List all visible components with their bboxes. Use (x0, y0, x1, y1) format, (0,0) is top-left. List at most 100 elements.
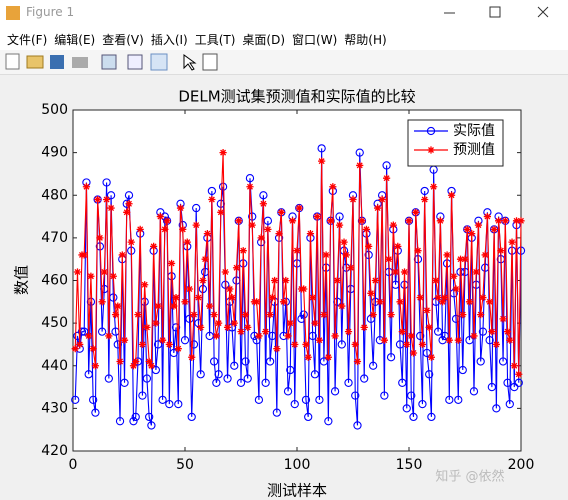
y-axis-label: 数值 (13, 265, 31, 295)
data-point (436, 217, 444, 225)
data-point (387, 311, 395, 319)
data-point (76, 340, 84, 349)
data-point (327, 217, 335, 225)
data-point (241, 357, 250, 366)
data-point (207, 186, 217, 196)
data-point (91, 362, 99, 370)
print-icon[interactable] (72, 57, 88, 68)
data-point (120, 336, 129, 344)
menu-item[interactable]: 桌面(D) (242, 33, 286, 47)
data-point (418, 340, 427, 349)
data-point (422, 348, 432, 358)
data-point (84, 370, 93, 379)
data-point (324, 417, 333, 426)
new-icon[interactable] (5, 53, 20, 70)
menu-item[interactable]: 插入(I) (150, 33, 188, 47)
data-point (481, 251, 489, 259)
link-icon[interactable] (101, 54, 117, 70)
data-point (154, 302, 162, 310)
data-point (230, 319, 238, 327)
data-point (261, 378, 270, 387)
inspector-icon[interactable] (202, 53, 218, 71)
data-point (512, 217, 521, 225)
y-tick-label: 470 (41, 230, 68, 246)
data-point (187, 412, 196, 422)
data-point (116, 357, 124, 366)
data-point (369, 361, 378, 370)
data-point (197, 323, 205, 331)
data-point (344, 328, 353, 336)
data-point (266, 311, 274, 319)
data-point (310, 370, 320, 379)
data-point (414, 247, 422, 255)
menu-item[interactable]: 文件(F) (7, 33, 48, 47)
data-point (376, 298, 384, 306)
watermark: 知乎 @依然 (435, 469, 504, 485)
x-tick-label: 150 (396, 457, 423, 473)
pointer-icon[interactable] (183, 54, 197, 71)
data-point (318, 157, 326, 165)
data-point (506, 336, 514, 344)
data-point (458, 365, 467, 375)
menu-item[interactable]: 查看(V) (102, 33, 144, 47)
data-point (97, 327, 107, 336)
data-point (98, 298, 106, 306)
data-point (454, 336, 462, 344)
data-point (313, 212, 321, 221)
data-point (478, 327, 488, 336)
data-point (215, 319, 223, 327)
data-point (441, 293, 449, 302)
data-point (333, 297, 342, 306)
chart-title: DELM测试集预测值和实际值的比较 (178, 88, 415, 106)
data-point (206, 302, 214, 310)
menu-item[interactable]: 编辑(E) (54, 33, 96, 47)
data-point (398, 378, 407, 387)
menu-item[interactable]: 工具(T) (194, 33, 236, 47)
menu-item[interactable]: 帮助(H) (344, 33, 387, 47)
data-point (301, 395, 311, 404)
data-point (421, 195, 429, 204)
data-point (125, 200, 133, 208)
data-point (447, 191, 456, 199)
data-point (420, 186, 429, 196)
data-point (174, 345, 182, 353)
data-point (85, 332, 93, 340)
data-point (331, 332, 339, 340)
data-point (217, 208, 225, 216)
data-point (461, 255, 469, 263)
data-point (371, 276, 379, 285)
menu-item[interactable]: 窗口(W) (292, 33, 338, 47)
data-point (432, 276, 440, 285)
x-tick-label: 200 (508, 457, 535, 473)
data-point (477, 311, 485, 319)
data-point (219, 149, 227, 157)
data-point (353, 357, 362, 366)
data-point (479, 293, 487, 302)
data-point (73, 331, 82, 341)
data-point (96, 234, 104, 242)
data-point (468, 230, 476, 238)
data-point (510, 382, 519, 392)
data-point (412, 208, 420, 216)
data-point (304, 353, 312, 361)
data-point (109, 272, 117, 280)
data-point (333, 276, 341, 285)
data-point (151, 365, 161, 375)
open-icon[interactable] (26, 55, 44, 69)
legend-icon[interactable] (150, 53, 168, 71)
data-point (152, 319, 160, 327)
dock-icon[interactable] (127, 54, 143, 70)
save-icon[interactable] (50, 55, 64, 69)
data-point (430, 183, 438, 191)
data-point (367, 289, 375, 297)
y-tick-label: 460 (41, 273, 68, 289)
data-point (374, 204, 382, 212)
data-point (451, 314, 461, 324)
data-point (91, 408, 100, 417)
data-point (264, 225, 272, 233)
data-point (483, 212, 491, 221)
maximize-button[interactable] (489, 6, 501, 18)
data-point (123, 208, 131, 216)
close-button[interactable] (537, 6, 549, 18)
